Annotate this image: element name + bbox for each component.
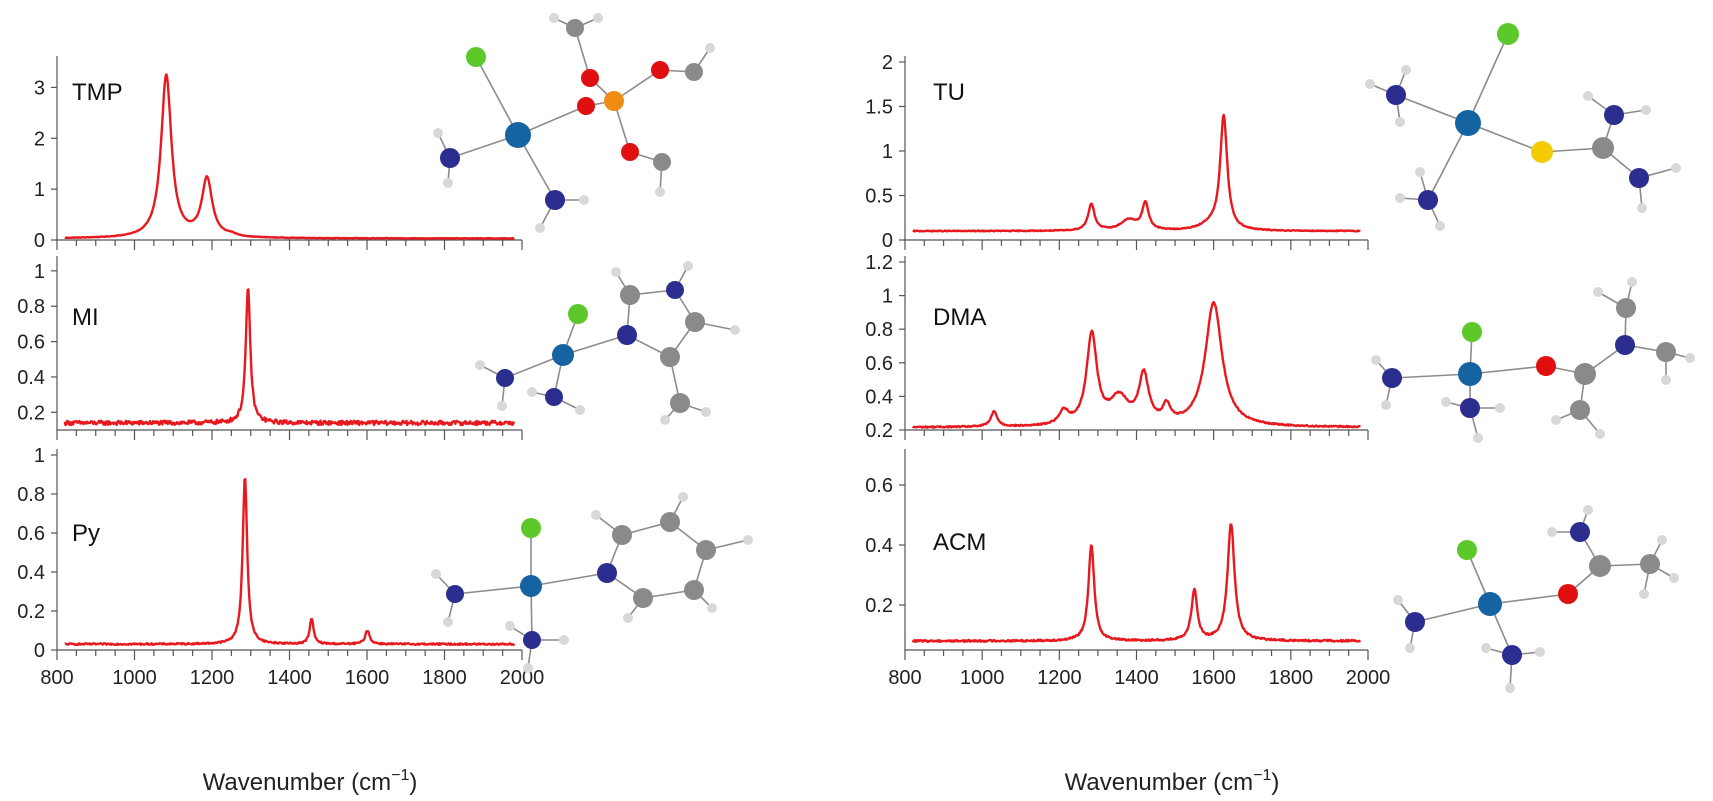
mi-ytick-label: 0.6 <box>17 332 45 354</box>
tu-y-axis: 0 0.5 1 1.5 2 <box>865 52 906 252</box>
acm-x-axis: 800 1000 1200 1400 1600 1800 2000 <box>888 649 1391 689</box>
tmp-panel-label: TMP <box>72 79 123 106</box>
tu-x-axis <box>904 239 1369 250</box>
mi-x-axis <box>56 429 523 440</box>
tmp-ytick-label: 0 <box>34 230 45 252</box>
py-xtick-label: 1800 <box>422 667 467 689</box>
py-xtick-label: 2000 <box>500 667 545 689</box>
acm-molecule-diagram <box>1393 505 1679 693</box>
tmp-x-axis <box>56 239 523 250</box>
tmp-ytick-label: 2 <box>34 128 45 150</box>
dma-y-axis: 0.2 0.4 0.6 0.8 1 1.2 <box>865 252 906 442</box>
acm-ytick-label: 0.2 <box>865 595 893 617</box>
acm-xtick-label: 1000 <box>960 667 1005 689</box>
dma-panel-label: DMA <box>933 304 986 331</box>
tu-molecule-diagram <box>1365 23 1681 231</box>
acm-ytick-label: 0.6 <box>865 475 893 497</box>
dma-ytick-label: 1.2 <box>865 252 893 274</box>
mi-ytick-label: 0.2 <box>17 402 45 424</box>
tmp-molecule-diagram <box>433 13 715 233</box>
py-ytick-label: 0.6 <box>17 523 45 545</box>
py-x-axis: 800 1000 1200 1400 1600 1800 2000 <box>40 649 545 689</box>
tmp-y-axis: 0 1 2 3 <box>34 56 58 252</box>
dma-molecule-diagram <box>1371 277 1695 443</box>
py-y-axis: 0 0.2 0.4 0.6 0.8 1 <box>17 445 58 662</box>
py-ytick-label: 0.2 <box>17 601 45 623</box>
dma-ytick-label: 0.2 <box>865 420 893 442</box>
dma-spectrum-line <box>911 301 1362 429</box>
acm-xtick-label: 1200 <box>1037 667 1082 689</box>
tu-ytick-label: 0.5 <box>865 186 893 208</box>
acm-spectrum-line <box>911 523 1362 643</box>
tu-ytick-label: 1 <box>882 141 893 163</box>
py-ytick-label: 0 <box>34 640 45 662</box>
py-spectrum-line <box>64 477 516 647</box>
dma-ytick-label: 0.4 <box>865 386 893 408</box>
dma-ytick-label: 0.8 <box>865 319 893 341</box>
py-ytick-label: 1 <box>34 445 45 467</box>
panel-tu: 0 0.5 1 1.5 2 TU <box>865 23 1681 252</box>
py-ytick-label: 0.4 <box>17 562 45 584</box>
mi-ytick-label: 0.4 <box>17 367 45 389</box>
tu-spectrum-line <box>912 113 1361 233</box>
py-xtick-label: 800 <box>40 667 73 689</box>
acm-xtick-label: 800 <box>888 667 921 689</box>
acm-y-axis: 0.2 0.4 0.6 <box>865 449 906 650</box>
mi-ytick-label: 1 <box>34 261 45 283</box>
mi-panel-label: MI <box>72 304 99 331</box>
acm-panel-label: ACM <box>933 529 986 556</box>
mi-y-axis: 0.2 0.4 0.6 0.8 1 <box>17 256 58 430</box>
mi-spectrum-line <box>63 288 516 427</box>
tu-panel-label: TU <box>933 79 965 106</box>
dma-x-axis <box>904 429 1369 440</box>
tmp-spectrum-line <box>64 73 515 240</box>
py-xtick-label: 1600 <box>345 667 390 689</box>
acm-xtick-label: 1400 <box>1114 667 1159 689</box>
mi-ytick-label: 0.8 <box>17 296 45 318</box>
left-x-axis-title: Wavenumber (cm−1) <box>203 767 418 796</box>
acm-ytick-label: 0.4 <box>865 535 893 557</box>
right-x-axis-title: Wavenumber (cm−1) <box>1065 767 1280 796</box>
mi-molecule-diagram <box>475 261 740 425</box>
dma-ytick-label: 1 <box>882 286 893 308</box>
py-xtick-label: 1000 <box>112 667 157 689</box>
py-xtick-label: 1200 <box>190 667 235 689</box>
tu-ytick-label: 0 <box>882 230 893 252</box>
acm-xtick-label: 2000 <box>1346 667 1391 689</box>
dma-ytick-label: 0.6 <box>865 353 893 375</box>
panel-acm: 0.2 0.4 0.6 800 1000 1200 1400 1600 1800 2000 AC… <box>865 449 1679 693</box>
py-panel-label: Py <box>72 520 100 547</box>
acm-xtick-label: 1800 <box>1269 667 1314 689</box>
acm-xtick-label: 1600 <box>1191 667 1236 689</box>
tmp-ytick-label: 1 <box>34 179 45 201</box>
py-molecule-diagram <box>431 492 753 673</box>
tmp-ytick-label: 3 <box>34 77 45 99</box>
panel-dma: 0.2 0.4 0.6 0.8 1 1.2 DMA <box>865 252 1695 443</box>
panel-tmp: 0 1 2 3 TMP <box>34 13 715 252</box>
tu-ytick-label: 1.5 <box>865 97 893 119</box>
py-xtick-label: 1400 <box>267 667 312 689</box>
panel-py: 0 0.2 0.4 0.6 0.8 1 800 1000 1200 1400 1600 1800 20… <box>17 445 753 689</box>
py-ytick-label: 0.8 <box>17 484 45 506</box>
tu-ytick-label: 2 <box>882 52 893 74</box>
panel-mi: 0.2 0.4 0.6 0.8 1 MI <box>17 256 740 440</box>
